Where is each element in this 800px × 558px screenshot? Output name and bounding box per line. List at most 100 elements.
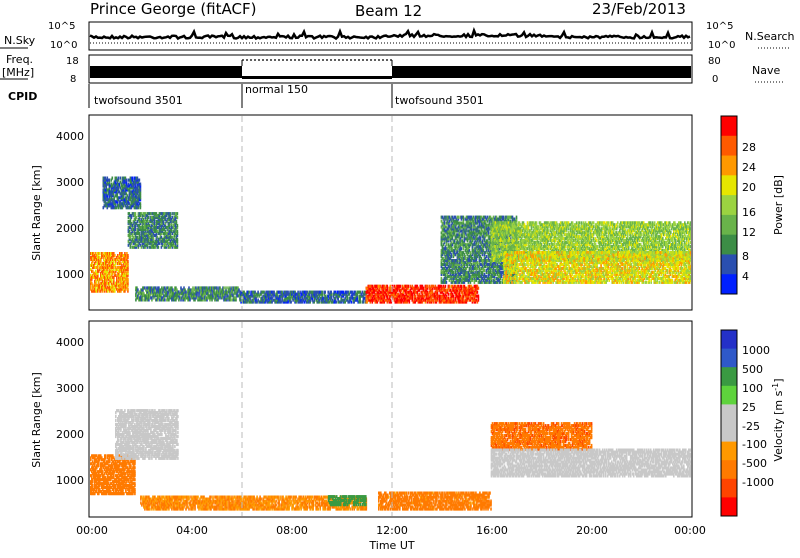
nave-tick-bottom: 0 — [712, 74, 718, 85]
heatmap-cell — [445, 285, 447, 288]
freq-tick-top: 18 — [66, 56, 79, 67]
heatmap-cell — [335, 300, 337, 303]
date-title: 23/Feb/2013 — [592, 0, 686, 18]
power-panel: 4000 3000 2000 1000 Slant Range [km] — [30, 115, 693, 310]
heatmap-cell — [477, 291, 479, 294]
nsearch-label: N.Search — [745, 30, 795, 43]
heatmap-cell — [453, 295, 455, 298]
heatmap-cell — [478, 295, 480, 298]
heatmap-cell — [176, 220, 178, 223]
heatmap-cell — [290, 300, 292, 303]
heatmap-cell — [448, 293, 450, 296]
heatmap-cell — [170, 212, 172, 215]
heatmap-cell — [465, 255, 467, 258]
heatmap-cell — [109, 179, 111, 182]
nsky-tick-top: 10^5 — [48, 21, 75, 32]
heatmap-cell — [99, 252, 101, 255]
heatmap-cell — [127, 254, 129, 257]
heatmap-cell — [135, 212, 137, 215]
heatmap-cell — [185, 290, 187, 293]
heatmap-cell — [423, 287, 425, 290]
cpid-segment-3: twofsound 3501 — [395, 94, 484, 107]
heatmap-cell — [415, 295, 417, 298]
heatmap-cell — [164, 298, 166, 301]
cpid-strip: CPID twofsound 3501 normal 150 twofsound… — [8, 83, 484, 108]
heatmap-cell — [441, 277, 443, 280]
heatmap-cell — [177, 224, 179, 227]
heatmap-cell — [387, 285, 389, 288]
heatmap-cell — [273, 291, 275, 294]
heatmap-cell — [500, 281, 502, 284]
heatmap-cell — [321, 291, 323, 294]
heatmap-cell — [503, 216, 505, 219]
heatmap-cell — [463, 216, 465, 219]
heatmap-cell — [139, 232, 141, 235]
heatmap-cell — [230, 298, 232, 301]
freq-trace-segment-2 — [242, 76, 392, 79]
heatmap-cell — [140, 183, 142, 186]
heatmap-cell — [127, 260, 129, 263]
heatmap-cell — [142, 298, 144, 301]
heatmap-cell — [137, 288, 139, 291]
heatmap-cell — [408, 285, 410, 288]
heatmap-cell — [140, 202, 142, 205]
freq-strip: Freq. [MHz] 18 8 80 0 Nave — [0, 53, 785, 85]
heatmap-cell — [225, 286, 227, 289]
heatmap-cell — [114, 254, 116, 257]
heatmap-cell — [427, 285, 429, 288]
heatmap-cell — [486, 255, 488, 258]
heatmap-cell — [158, 246, 160, 249]
heatmap-cell — [470, 251, 472, 254]
heatmap-cell — [136, 216, 138, 219]
heatmap-cell — [177, 212, 179, 215]
heatmap-cell — [172, 288, 174, 291]
freq-tick-bottom: 8 — [70, 74, 76, 85]
heatmap-cell — [453, 271, 455, 274]
heatmap-cell — [127, 278, 129, 281]
nave-tick-top: 80 — [708, 56, 721, 67]
freq-trace-segment-1 — [90, 66, 242, 78]
nave-label: Nave — [752, 64, 780, 77]
cpid-segment-1: twofsound 3501 — [94, 94, 183, 107]
nsky-strip: N.Sky 10^5 10^0 10^5 10^0 N.Search — [0, 21, 795, 51]
heatmap-cell — [148, 216, 150, 219]
heatmap-cell — [132, 177, 134, 180]
heatmap-cell — [177, 230, 179, 233]
nsearch-tick-top: 10^5 — [706, 21, 733, 32]
heatmap-cell — [324, 291, 326, 294]
heatmap-cell — [257, 291, 259, 294]
freq-label: Freq. — [6, 53, 33, 66]
heatmap-cell — [400, 285, 402, 288]
heatmap-cell — [461, 285, 463, 288]
heatmap-cell — [350, 300, 352, 303]
heatmap-cell — [112, 177, 114, 180]
heatmap-cell — [477, 261, 479, 264]
heatmap-cell — [177, 238, 179, 241]
nsky-tick-bottom: 10^0 — [50, 40, 77, 51]
heatmap-cell — [484, 269, 486, 272]
heatmap-cell — [120, 177, 122, 180]
heatmap-cell — [449, 285, 451, 288]
cpid-label: CPID — [8, 90, 37, 103]
heatmap-cell — [248, 291, 250, 294]
beam-title: Beam 12 — [355, 2, 422, 20]
heatmap-cell — [330, 291, 332, 294]
heatmap-cell — [446, 281, 448, 284]
heatmap-cell — [127, 288, 129, 291]
cpid-segment-2: normal 150 — [245, 83, 308, 96]
heatmap-cell — [216, 286, 218, 289]
nsky-trace — [90, 31, 690, 39]
heatmap-cell — [478, 287, 480, 290]
heatmap-cell — [458, 216, 460, 219]
heatmap-cell — [451, 253, 453, 256]
nsky-label: N.Sky — [4, 34, 36, 47]
freq-unit: [MHz] — [2, 66, 34, 79]
heatmap-cell — [126, 179, 128, 182]
heatmap-cell — [461, 247, 463, 250]
heatmap-cell — [139, 179, 141, 182]
heatmap-cell — [223, 286, 225, 289]
heatmap-cell — [177, 216, 179, 219]
freq-trace-segment-3 — [392, 66, 691, 78]
station-title: Prince George (fitACF) — [90, 0, 256, 18]
heatmap-cell — [219, 286, 221, 289]
